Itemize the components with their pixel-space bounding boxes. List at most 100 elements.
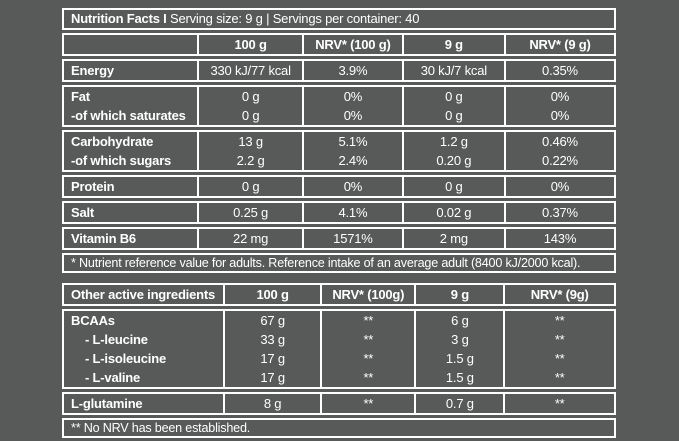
cell-value: **	[503, 368, 614, 387]
header-label: Other active ingredients	[71, 287, 216, 302]
column-header: NRV* (100 g)	[302, 35, 402, 54]
cell-value: 0.7 g	[414, 394, 503, 413]
cell-value: 0.22%	[503, 151, 614, 170]
cell-value: 5.1%	[302, 132, 402, 151]
cell-value: 0.46%	[503, 132, 614, 151]
cell-value: 143%	[503, 229, 614, 248]
table-row: Salt 0.25 g 4.1% 0.02 g 0.37%	[64, 203, 614, 222]
table-row: Carbohydrate 13 g 5.1% 1.2 g 0.46%	[64, 132, 614, 151]
table-row: Fat 0 g 0% 0 g 0%	[64, 87, 614, 106]
cell-value: 2.2 g	[197, 151, 302, 170]
cell-value: 13 g	[197, 132, 302, 151]
table-row: - L-isoleucine 17 g ** 1.5 g **	[64, 349, 614, 368]
other-active-ingredients-table: Other active ingredients 100 g NRV* (100g)…	[62, 283, 616, 438]
row-group: Carbohydrate 13 g 5.1% 1.2 g 0.46% -of which …	[62, 130, 616, 172]
column-header-box: Other active ingredients 100 g NRV* (100g)…	[62, 283, 616, 306]
row-label: Fat	[71, 89, 90, 104]
row-group: Salt 0.25 g 4.1% 0.02 g 0.37%	[62, 201, 616, 224]
table-row: -of which saturates 0 g 0% 0 g 0%	[64, 106, 614, 125]
cell-value: 30 kJ/7 kcal	[401, 61, 504, 80]
row-label: Protein	[71, 179, 115, 194]
cell-value: 0.20 g	[401, 151, 504, 170]
cell-value: 0 g	[197, 177, 302, 196]
row-label: - L-valine	[85, 370, 141, 385]
cell-value: 0 g	[197, 106, 302, 125]
cell-value: **	[320, 349, 414, 368]
column-header: NRV* (9 g)	[503, 35, 614, 54]
table-row: - L-valine 17 g ** 1.5 g **	[64, 368, 614, 387]
column-header-box: 100 g NRV* (100 g) 9 g NRV* (9 g)	[62, 33, 616, 56]
row-label: Energy	[71, 63, 114, 78]
cell-value: 17 g	[222, 349, 320, 368]
row-label: Salt	[71, 205, 95, 220]
row-label: - L-leucine	[85, 332, 148, 347]
cell-value: 4.1%	[302, 203, 402, 222]
row-group: Protein 0 g 0% 0 g 0%	[62, 175, 616, 198]
cell-value: **	[320, 394, 414, 413]
cell-value: 2.4%	[302, 151, 402, 170]
row-label: -of which sugars	[71, 153, 172, 168]
cell-value: 330 kJ/77 kcal	[197, 61, 302, 80]
row-group: Energy 330 kJ/77 kcal 3.9% 30 kJ/7 kcal 0.35…	[62, 59, 616, 82]
cell-value: **	[503, 311, 614, 330]
cell-value: 0%	[302, 177, 402, 196]
cell-value: 1.2 g	[401, 132, 504, 151]
cell-value: 0 g	[197, 87, 302, 106]
cell-value: **	[320, 330, 414, 349]
table-row: Vitamin B6 22 mg 1571% 2 mg 143%	[64, 229, 614, 248]
header-label	[64, 35, 197, 54]
nutrition-label: Nutrition Facts I Serving size: 9 g | Se…	[62, 8, 616, 441]
row-label: Vitamin B6	[71, 231, 136, 246]
cell-value: 6 g	[414, 311, 503, 330]
table-spacer	[62, 276, 616, 283]
cell-value: 0.35%	[503, 61, 614, 80]
cell-value: 8 g	[222, 394, 320, 413]
nutrition-facts-table: 100 g NRV* (100 g) 9 g NRV* (9 g) Energy 330 …	[62, 33, 616, 273]
table-row: -of which sugars 2.2 g 2.4% 0.20 g 0.22%	[64, 151, 614, 170]
column-header: NRV* (100g)	[320, 285, 414, 304]
cell-value: 0%	[503, 87, 614, 106]
row-group: Fat 0 g 0% 0 g 0% -of which saturates 0 g 0% 0 g…	[62, 85, 616, 127]
footnote: ** No NRV has been established.	[62, 418, 616, 438]
row-label: L-glutamine	[71, 396, 143, 411]
cell-value: **	[503, 394, 614, 413]
cell-value: 67 g	[222, 311, 320, 330]
cell-value: 17 g	[222, 368, 320, 387]
table-row: L-glutamine 8 g ** 0.7 g **	[64, 394, 614, 413]
cell-value: 0.02 g	[401, 203, 504, 222]
cell-value: 3 g	[414, 330, 503, 349]
cell-value: 0.37%	[503, 203, 614, 222]
cell-value: 0.25 g	[197, 203, 302, 222]
column-header: 100 g	[197, 35, 302, 54]
column-header: NRV* (9g)	[503, 285, 614, 304]
cell-value: 0 g	[401, 177, 504, 196]
column-header: 9 g	[414, 285, 503, 304]
cell-value: 33 g	[222, 330, 320, 349]
cell-value: 0 g	[401, 87, 504, 106]
row-group: Vitamin B6 22 mg 1571% 2 mg 143%	[62, 227, 616, 250]
table-row: BCAAs 67 g ** 6 g **	[64, 311, 614, 330]
cell-value: 1571%	[302, 229, 402, 248]
cell-value: 0 g	[401, 106, 504, 125]
column-header: 100 g	[222, 285, 320, 304]
row-label: -of which saturates	[71, 108, 186, 123]
cell-value: 22 mg	[197, 229, 302, 248]
cell-value: 1.5 g	[414, 368, 503, 387]
serving-info: Serving size: 9 g | Servings per contain…	[169, 11, 420, 26]
column-header: 9 g	[401, 35, 504, 54]
cell-value: 2 mg	[401, 229, 504, 248]
row-group: BCAAs 67 g ** 6 g ** - L-leucine 33 g ** 3 g ** - …	[62, 309, 616, 389]
cell-value: 0%	[503, 177, 614, 196]
cell-value: 1.5 g	[414, 349, 503, 368]
nutrition-facts-title-bar: Nutrition Facts I Serving size: 9 g | Se…	[62, 8, 616, 30]
footnote: * Nutrient reference value for adults. R…	[62, 253, 616, 273]
column-header-row: 100 g NRV* (100 g) 9 g NRV* (9 g)	[64, 35, 614, 54]
row-label: BCAAs	[71, 313, 115, 328]
cell-value: 0%	[302, 106, 402, 125]
cell-value: **	[503, 349, 614, 368]
cell-value: 3.9%	[302, 61, 402, 80]
nutrition-facts-title: Nutrition Facts I	[71, 11, 167, 26]
row-label: Carbohydrate	[71, 134, 154, 149]
table-row: Energy 330 kJ/77 kcal 3.9% 30 kJ/7 kcal 0.35…	[64, 61, 614, 80]
cell-value: **	[320, 368, 414, 387]
